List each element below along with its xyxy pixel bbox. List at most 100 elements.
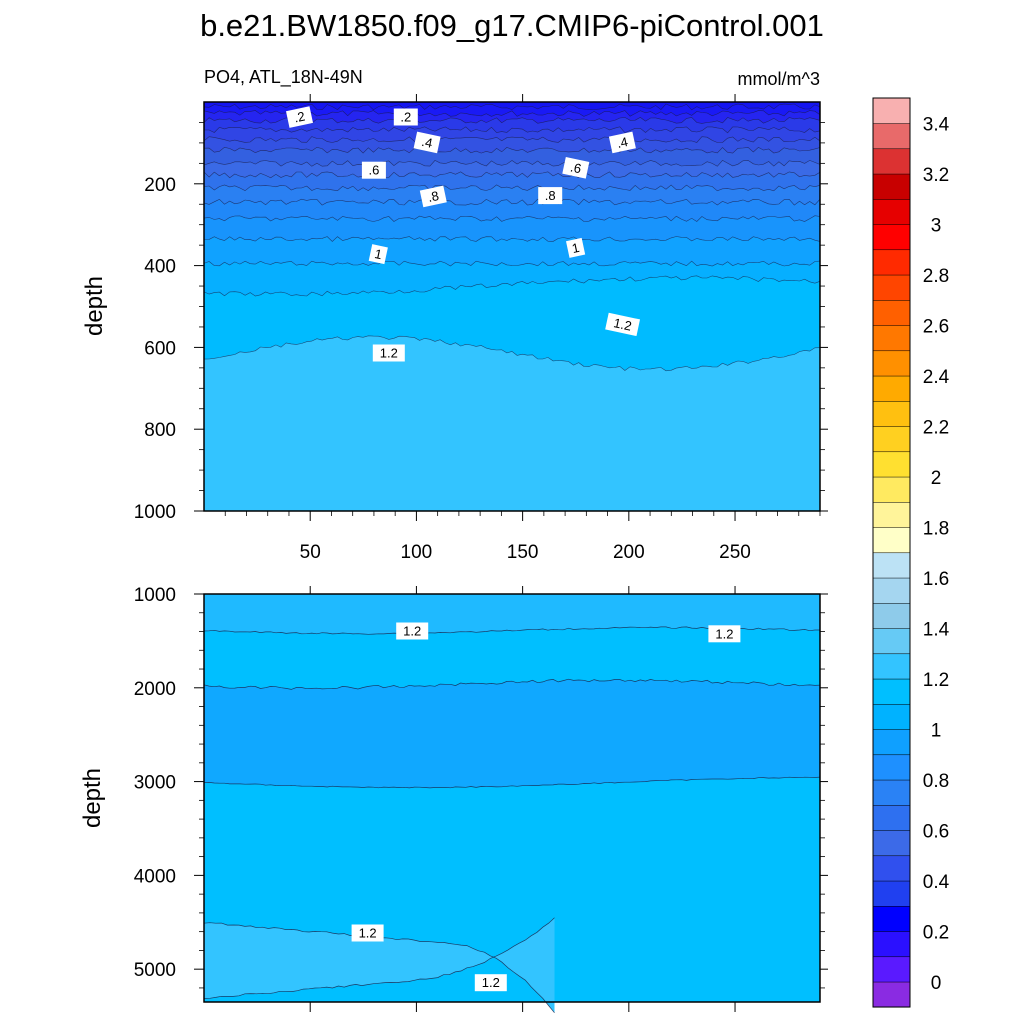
colorbar-swatch	[872, 198, 911, 225]
upper-contour-label: 1.2	[372, 344, 405, 362]
colorbar-label: 2.6	[923, 316, 949, 337]
contour-label-bg	[474, 974, 507, 992]
colorbar-swatch	[872, 123, 911, 150]
colorbar-swatch	[872, 729, 911, 756]
upper-axis-ticks: 50 100 150 200 250 200 400 600 800 1000	[134, 94, 828, 563]
contour-label-text: .2	[400, 110, 411, 125]
upper-contour-line	[203, 136, 821, 143]
lower-contour-label: 1.2	[396, 622, 429, 640]
contour-label-text: 1.2	[403, 624, 421, 639]
colorbar-swatch	[872, 754, 911, 781]
upper-contour-label: .4	[608, 131, 636, 154]
colorbar-swatch	[872, 678, 911, 705]
contour-label-bg	[566, 237, 586, 258]
colorbar-swatch	[872, 552, 911, 579]
upper-y-tick-label: 1000	[134, 502, 176, 523]
colorbar-swatch	[872, 501, 911, 528]
colorbar-swatch	[872, 653, 911, 680]
colorbar-label: 2	[931, 468, 942, 489]
upper-y-tick-label: 800	[144, 420, 176, 441]
contour-label-text: .6	[569, 159, 583, 176]
upper-depth-panel: .2 .2 .4 .4 .6 .6 .8 .8 1 1 1.2 1.2 50 100 150 200 250 2…	[81, 94, 828, 563]
upper-contour-label: .8	[538, 187, 563, 205]
lower-contour-fill	[204, 594, 820, 1013]
upper-contour-line	[203, 335, 821, 372]
colorbar-swatch	[872, 830, 911, 857]
colorbar-label: 1.8	[923, 518, 949, 539]
contour-label-bg	[372, 344, 405, 362]
upper-contour-labels: .2 .2 .4 .4 .6 .6 .8 .8 1 1 1.2 1.2	[285, 106, 641, 362]
contour-label-text: 1	[373, 246, 383, 262]
colorbar-label: 3.4	[923, 114, 950, 135]
lower-plot-frame	[203, 593, 821, 1003]
upper-contour-line	[203, 215, 821, 222]
lower-contour-line	[203, 776, 821, 789]
upper-y-axis-label: depth	[81, 276, 108, 336]
upper-contour-label: 1	[566, 237, 586, 258]
upper-contour-line	[203, 146, 821, 154]
colorbar-label: 0	[931, 973, 942, 994]
colorbar-swatch	[872, 703, 911, 730]
lower-y-tick-label: 1000	[134, 585, 176, 606]
upper-contour-line	[203, 236, 821, 242]
colorbar-label: 3.2	[923, 165, 949, 186]
lower-contour-line	[203, 917, 555, 999]
colorbar-swatch	[872, 476, 911, 503]
colorbar-label: 2.4	[923, 367, 950, 388]
colorbar-swatch	[872, 97, 911, 124]
contour-label-bg	[608, 131, 636, 154]
contour-label-bg	[419, 185, 447, 208]
upper-y-tick-label: 400	[144, 257, 176, 278]
colorbar-swatch	[872, 628, 911, 655]
upper-contour-lines	[203, 103, 821, 372]
lower-contour-line	[203, 678, 821, 690]
colorbar-swatch	[872, 299, 911, 326]
colorbar-swatch	[872, 400, 911, 427]
colorbar-swatch	[872, 956, 911, 983]
colorbar-swatch	[872, 224, 911, 251]
lower-contour-lines	[203, 626, 821, 1014]
colorbar-swatch	[872, 451, 911, 478]
lower-y-tick-label: 5000	[134, 960, 176, 981]
upper-contour-label: .2	[285, 106, 314, 128]
colorbar-label: 0.8	[923, 771, 949, 792]
upper-contour-label: 1	[368, 244, 388, 265]
contour-label-text: 1.2	[612, 315, 633, 333]
upper-contour-line	[203, 260, 821, 267]
colorbar-swatch	[872, 148, 911, 175]
upper-contour-line	[203, 275, 821, 297]
upper-contour-line	[204, 126, 821, 134]
colorbar-frame	[872, 97, 911, 1008]
upper-contour-label: .6	[361, 161, 386, 179]
lower-contour-label: 1.2	[351, 924, 384, 942]
contour-label-bg	[708, 625, 741, 643]
contour-label-bg	[605, 312, 641, 337]
contour-label-text: 1.2	[359, 926, 377, 941]
upper-contour-line	[203, 198, 821, 206]
upper-x-tick-label: 250	[719, 542, 751, 563]
upper-x-tick-label: 200	[613, 542, 645, 563]
lower-depth-panel: 1.2 1.2 1.2 1.2 1000 2000 3000 4000 5000 depth	[79, 585, 828, 1014]
upper-x-tick-label: 100	[401, 542, 433, 563]
colorbar-swatch	[872, 981, 911, 1008]
units-subtitle: mmol/m^3	[738, 69, 820, 89]
lower-y-axis-label: depth	[79, 768, 106, 828]
lower-y-tick-label: 2000	[134, 679, 176, 700]
contour-label-bg	[368, 244, 388, 265]
upper-contour-line	[203, 184, 821, 192]
contour-label-bg	[562, 157, 590, 179]
colorbar-label: 3	[931, 215, 942, 236]
upper-contour-fill	[204, 102, 820, 511]
colorbar-label: 2.2	[923, 417, 949, 438]
colorbar-label: 0.2	[923, 922, 949, 943]
lower-axis-ticks: 1000 2000 3000 4000 5000	[134, 585, 828, 1012]
colorbar-swatch	[872, 905, 911, 932]
colorbar-swatch	[872, 804, 911, 831]
colorbar-swatch	[872, 426, 911, 453]
colorbar-swatch	[872, 779, 911, 806]
lower-contour-label: 1.2	[474, 974, 507, 992]
lower-y-tick-label: 4000	[134, 866, 176, 887]
contour-label-text: .6	[368, 163, 379, 178]
colorbar-label: 0.4	[923, 872, 950, 893]
